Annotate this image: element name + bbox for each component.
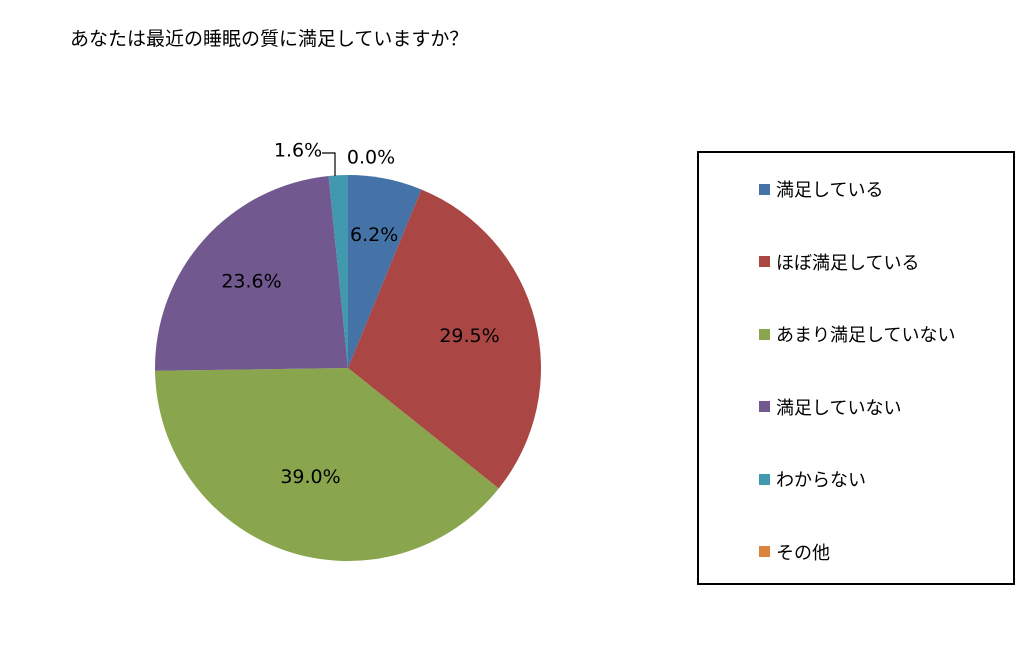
- legend-label: わからない: [776, 470, 866, 491]
- legend-swatch: [759, 256, 770, 267]
- leader-line: [322, 152, 336, 176]
- legend-item: わからない: [759, 467, 866, 491]
- legend-item: ほぼ満足している: [759, 250, 919, 274]
- pie-slice-2: [348, 189, 542, 489]
- pie-slice-4: [155, 175, 348, 371]
- legend-label: 満足していない: [776, 397, 902, 419]
- chart-title: あなたは最近の睡眠の質に満足していますか？: [70, 28, 469, 50]
- legend-label: 満足している: [776, 180, 884, 201]
- data-label-6: 0.0%: [347, 147, 395, 169]
- legend-swatch: [759, 401, 770, 412]
- chart-legend: 満足しているほぼ満足しているあまり満足していない 満足していない わからないその他: [697, 151, 1015, 585]
- data-label-3: 39.0%: [280, 466, 340, 488]
- pie-slice-3: [155, 368, 499, 562]
- data-label-2: 29.5%: [439, 325, 499, 347]
- data-label-1: 6.2%: [350, 224, 398, 246]
- legend-item: その他: [759, 540, 830, 564]
- data-label-4: 23.6%: [221, 271, 281, 293]
- legend-swatch: [759, 183, 770, 195]
- legend-swatch: [759, 546, 770, 557]
- legend-swatch: [759, 473, 770, 485]
- legend-label: あまり満足していない: [776, 325, 956, 346]
- legend-item: 満足していない: [759, 395, 901, 419]
- legend-label: ほぼ満足している: [776, 252, 920, 274]
- legend-label: その他: [776, 542, 830, 564]
- legend-item: あまり満足していない: [759, 322, 955, 346]
- data-label-5: 1.6%: [274, 140, 322, 162]
- legend-swatch: [759, 328, 770, 340]
- pie-slice-5: [328, 175, 348, 368]
- legend-item: 満足している: [759, 177, 883, 201]
- pie-slice-1: [348, 175, 422, 368]
